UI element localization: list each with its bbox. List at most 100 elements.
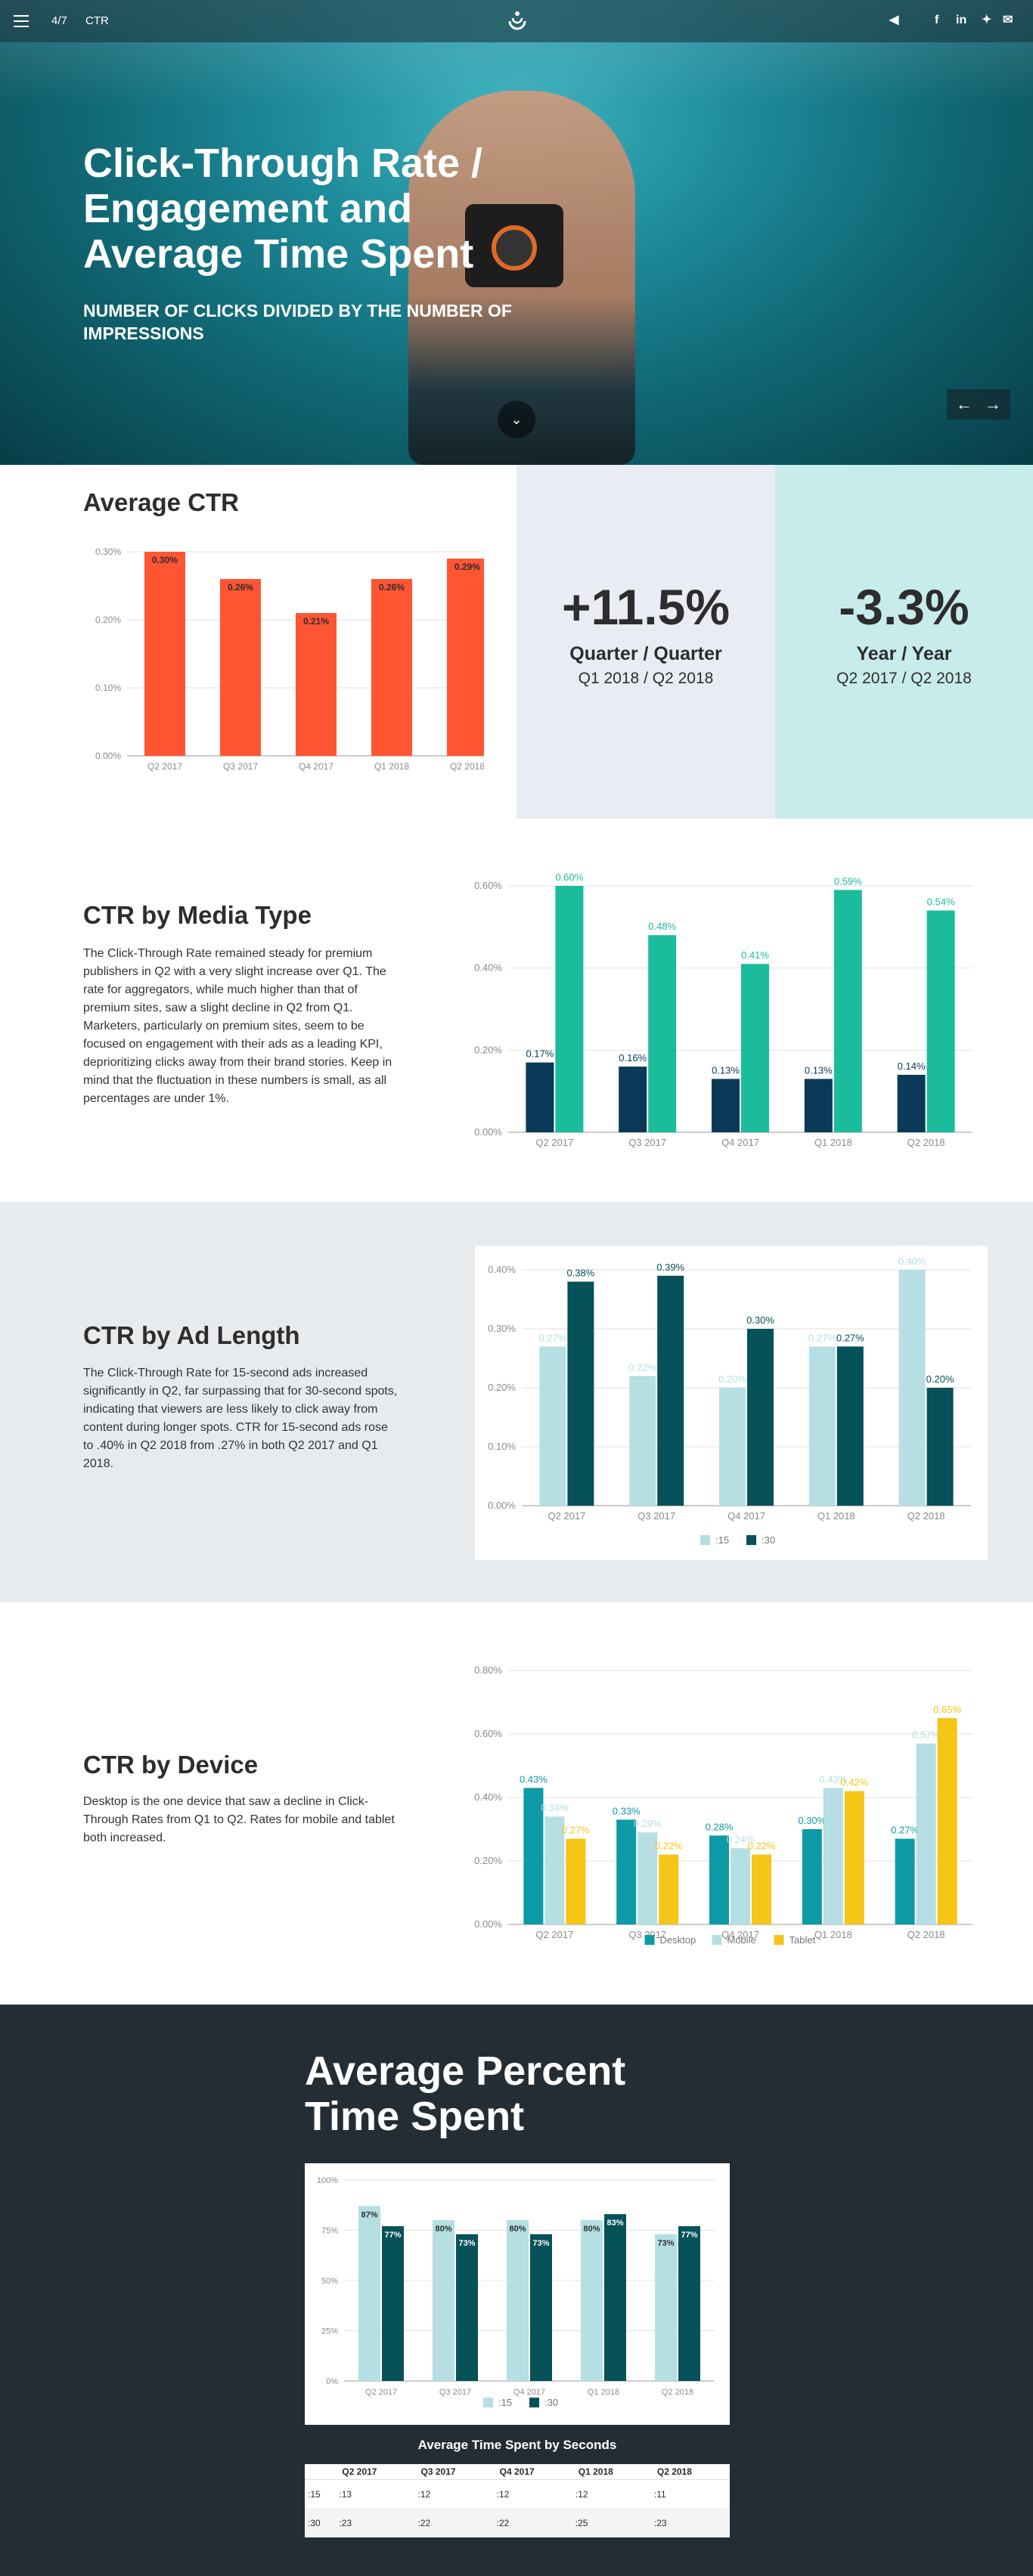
chart-bar	[802, 1829, 822, 1924]
y-tick-label: 0.60%	[474, 1728, 502, 1739]
stat-year-label: Year / Year	[856, 643, 952, 664]
y-tick-label: 0.10%	[488, 1441, 516, 1452]
y-tick-label: 0.40%	[488, 1264, 516, 1275]
device-title: CTR by Device	[83, 1751, 259, 1779]
y-tick-label: 0%	[326, 2377, 338, 2386]
data-label: 80%	[583, 2225, 600, 2234]
stat-year-period: Q2 2017 / Q2 2018	[836, 670, 972, 687]
data-label: 0.38%	[566, 1268, 594, 1279]
data-label: 0.30%	[798, 1815, 826, 1826]
stat-quarter-value: +11.5%	[561, 579, 731, 635]
legend-label: :30	[762, 1534, 775, 1546]
data-label: 0.21%	[303, 616, 329, 627]
data-label: 83%	[606, 2218, 623, 2228]
data-label: 73%	[657, 2239, 674, 2248]
chart-bar	[296, 613, 337, 756]
legend-label: :15	[715, 1534, 729, 1546]
mail-icon[interactable]: ✉	[1003, 14, 1013, 26]
brand-logo[interactable]	[505, 8, 529, 32]
chart-bar	[808, 1346, 836, 1506]
data-label: 0.26%	[228, 582, 253, 593]
data-label: 0.17%	[526, 1048, 554, 1060]
previous-slide-button[interactable]: ←	[953, 395, 976, 413]
data-label: 0.43%	[520, 1773, 548, 1785]
ad-length-text: The Click-Through Rate for 15-second ads…	[83, 1367, 398, 1470]
device-chart: 0.00% 0.20% 0.40% 0.60% 0.80% 0.43% 0.34% 0.27%…	[474, 1664, 973, 1946]
data-label: 0.27%	[538, 1332, 566, 1343]
chart-bar	[544, 1816, 565, 1924]
chart-bar	[526, 1062, 554, 1132]
chart-bar	[926, 910, 955, 1132]
chart-bar	[823, 1788, 843, 1924]
x-tick-label: Q4 2017	[727, 1510, 765, 1522]
x-tick-label: Q2 2018	[907, 1929, 945, 1940]
x-tick-label: Q2 2018	[662, 2388, 693, 2397]
table-row: :15 :13 :12 :12 :12 :11	[305, 2479, 730, 2509]
stat-quarter-period: Q1 2018 / Q2 2018	[578, 670, 714, 687]
table-header: Q1 2018	[572, 2464, 651, 2480]
y-tick-label: 0.10%	[95, 683, 121, 693]
table-row: :30 :23 :22 :22 :25 :23	[305, 2508, 730, 2537]
arrow-left-icon: ←	[956, 395, 973, 413]
data-label: 0.22%	[748, 1841, 776, 1852]
chart-bar	[581, 2220, 603, 2381]
menu-button[interactable]	[14, 15, 29, 27]
chart-bar	[648, 935, 677, 1132]
chart-bar	[731, 1848, 750, 1924]
hamburger-icon	[14, 15, 29, 17]
data-label: 73%	[532, 2239, 549, 2248]
data-label: 0.28%	[706, 1821, 734, 1832]
stat-quarter-label: Quarter / Quarter	[569, 643, 722, 664]
data-label: 0.48%	[648, 921, 676, 932]
y-tick-label: 25%	[321, 2327, 338, 2336]
x-tick-label: Q2 2018	[907, 1510, 945, 1522]
linkedin-icon[interactable]: in	[956, 14, 967, 26]
chart-bar	[895, 1838, 915, 1924]
data-label: 0.27%	[808, 1332, 836, 1343]
table-header	[305, 2464, 337, 2480]
chart-bar	[898, 1270, 926, 1506]
legend-label: Mobile	[727, 1934, 756, 1946]
data-label: 0.54%	[927, 896, 955, 908]
data-label: 0.13%	[805, 1064, 833, 1076]
table-header: Q2 2018	[650, 2464, 730, 2480]
legend-label: :30	[544, 2397, 558, 2408]
data-label: 0.29%	[454, 562, 480, 572]
chart-bar	[530, 2234, 552, 2381]
y-tick-label: 0.20%	[488, 1382, 516, 1393]
x-tick-label: Q4 2017	[721, 1137, 759, 1148]
stat-year: -3.3% Year / Year Q2 2017 / Q2 2018	[775, 465, 1033, 819]
facebook-icon[interactable]: f	[935, 14, 939, 26]
data-label: 0.65%	[933, 1704, 961, 1715]
data-label: 0.13%	[712, 1064, 740, 1076]
audio-icon[interactable]: ◀	[889, 14, 899, 26]
table-header: Q4 2017	[493, 2464, 572, 2480]
chart-bar	[637, 1832, 658, 1924]
chart-bar	[833, 890, 862, 1132]
table-cell: :25	[572, 2508, 651, 2537]
hero-title: Click-Through Rate / Engagement and Aver…	[83, 141, 483, 277]
chart-bar	[220, 579, 261, 756]
scroll-down-button[interactable]: ⌄	[498, 401, 535, 438]
legend-swatch	[700, 1535, 710, 1545]
section-name: CTR	[85, 14, 109, 27]
chart-bar	[741, 964, 769, 1132]
y-tick-label: 0.60%	[474, 880, 502, 891]
twitter-icon[interactable]: ✦	[982, 14, 992, 26]
x-tick-label: Q3 2017	[628, 1137, 666, 1148]
data-label: 0.27%	[891, 1825, 919, 1836]
table-cell: :13	[336, 2479, 415, 2509]
x-tick-label: Q2 2017	[535, 1929, 573, 1940]
legend-swatch	[483, 2398, 493, 2407]
chart-bar	[678, 2226, 700, 2381]
legend-swatch	[712, 1935, 722, 1945]
table-cell: :15	[305, 2479, 337, 2509]
next-slide-button[interactable]: →	[982, 395, 1004, 413]
data-label: 0.42%	[840, 1777, 868, 1788]
x-tick-label: Q2 2018	[450, 761, 484, 772]
x-tick-label: Q3 2017	[628, 1929, 666, 1940]
stat-quarter: +11.5% Quarter / Quarter Q1 2018 / Q2 20…	[516, 465, 775, 819]
y-tick-label: 0.00%	[488, 1500, 516, 1511]
chart-bar	[555, 886, 584, 1132]
table-header-row: Q2 2017 Q3 2017 Q4 2017 Q1 2018 Q2 2018	[305, 2464, 730, 2480]
